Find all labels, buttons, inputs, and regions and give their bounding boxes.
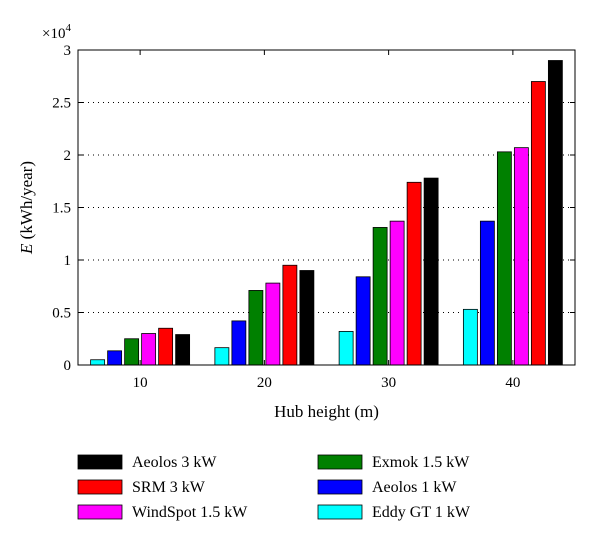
y-tick-label: 1.5 xyxy=(52,201,71,217)
legend-swatch xyxy=(317,504,363,520)
y-tick-label: 0.5 xyxy=(52,306,71,322)
bar xyxy=(158,327,174,366)
legend: Aeolos 3 kW Exmok 1.5 kW SRM 3 kW Aeolos 1 … xyxy=(77,454,471,521)
bar xyxy=(214,347,230,366)
legend-item: Exmok 1.5 kW xyxy=(317,454,470,471)
bar xyxy=(175,334,191,366)
y-tick-label: 2.5 xyxy=(52,96,71,112)
bar xyxy=(372,227,388,366)
y-scale-base: ×10 xyxy=(42,26,65,42)
legend-label: WindSpot 1.5 kW xyxy=(132,504,248,521)
legend-label: Eddy GT 1 kW xyxy=(372,504,471,521)
y-axis-unit: (kWh/year) xyxy=(17,161,36,244)
bar xyxy=(124,338,140,366)
bar xyxy=(107,350,123,366)
bars xyxy=(90,60,563,366)
bar xyxy=(265,282,281,366)
x-tick-label: 20 xyxy=(257,375,272,391)
bar xyxy=(389,220,405,366)
bar xyxy=(479,220,495,366)
bar xyxy=(530,81,546,366)
legend-item: SRM 3 kW xyxy=(77,479,206,496)
legend-item: Aeolos 1 kW xyxy=(317,479,457,496)
y-tick-label: 2 xyxy=(64,148,72,164)
y-axis-label: E (kWh/year) xyxy=(17,161,36,255)
bar xyxy=(282,264,298,366)
y-scale-exponent: 4 xyxy=(65,22,71,34)
legend-item: Eddy GT 1 kW xyxy=(317,504,471,521)
x-tick-label: 10 xyxy=(133,375,148,391)
legend-label: Aeolos 1 kW xyxy=(372,479,457,496)
bar xyxy=(513,147,529,366)
bar xyxy=(248,290,264,366)
legend-item: WindSpot 1.5 kW xyxy=(77,504,248,521)
y-scale-label: ×104 xyxy=(42,22,71,42)
bar xyxy=(231,320,247,366)
y-axis: 0 0.5 1 1.5 2 2.5 3 xyxy=(52,43,575,374)
y-tick-label: 3 xyxy=(64,43,72,59)
legend-label: Aeolos 3 kW xyxy=(132,454,217,471)
bar xyxy=(355,276,371,366)
bar xyxy=(90,359,106,366)
x-tick-label: 30 xyxy=(381,375,396,391)
legend-swatch xyxy=(77,454,123,470)
legend-swatch xyxy=(317,479,363,495)
bar xyxy=(547,60,563,366)
legend-label: Exmok 1.5 kW xyxy=(372,454,470,471)
bar xyxy=(496,151,512,366)
bar xyxy=(406,181,422,366)
legend-item: Aeolos 3 kW xyxy=(77,454,217,471)
legend-swatch xyxy=(77,479,123,495)
bar xyxy=(141,333,157,366)
bar xyxy=(423,177,439,366)
legend-swatch xyxy=(77,504,123,520)
legend-swatch xyxy=(317,454,363,470)
x-axis-label: Hub height (m) xyxy=(274,402,379,421)
y-axis-variable: E xyxy=(17,243,36,255)
y-tick-label: 1 xyxy=(64,253,72,269)
x-axis: 10 20 30 40 xyxy=(133,50,520,391)
bar xyxy=(338,330,354,366)
legend-label: SRM 3 kW xyxy=(132,479,206,496)
x-tick-label: 40 xyxy=(505,375,520,391)
y-tick-label: 0 xyxy=(64,358,72,374)
bar xyxy=(462,308,478,366)
bar xyxy=(299,270,315,366)
